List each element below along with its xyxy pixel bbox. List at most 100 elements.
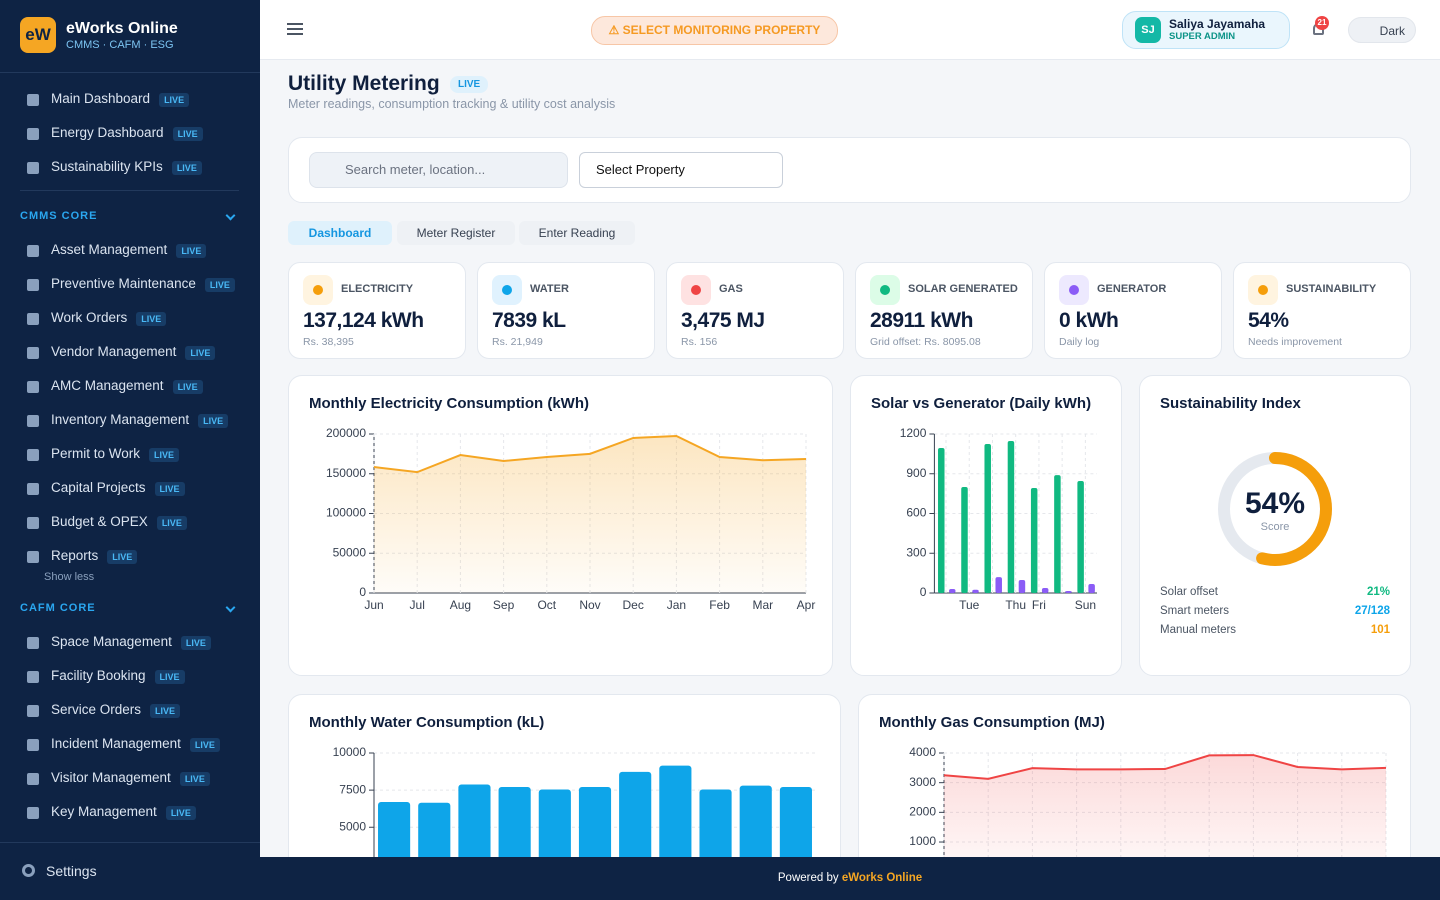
bar — [659, 765, 692, 857]
live-badge: LIVE — [136, 312, 167, 326]
nav-link[interactable]: Work Orders LIVE — [51, 310, 167, 326]
nav-link[interactable]: Reports LIVE — [51, 548, 138, 564]
x-tick-label: Jul — [410, 598, 425, 612]
nav-link[interactable]: Facility Booking LIVE — [51, 668, 185, 684]
page-title: Utility Metering — [288, 72, 440, 95]
nav-icon — [27, 773, 39, 785]
banner-text: SELECT MONITORING PROPERTY — [622, 23, 821, 37]
stat-label: WATER — [530, 283, 569, 295]
nav-icon — [27, 381, 39, 393]
nav-icon — [27, 449, 39, 461]
nav-icon — [27, 279, 39, 291]
nav-link[interactable]: Preventive Maintenance LIVE — [51, 276, 235, 292]
nav-icon — [27, 551, 39, 563]
settings-link[interactable]: Settings — [46, 863, 97, 879]
y-tick-label: 4000 — [909, 745, 936, 759]
nav-link[interactable]: Sustainability KPIs LIVE — [51, 159, 202, 175]
nav-link[interactable]: Main Dashboard LIVE — [51, 91, 190, 107]
stat-glyph — [502, 285, 512, 295]
nav-link[interactable]: Permit to Work LIVE — [51, 446, 180, 462]
nav-icon — [27, 739, 39, 751]
stat-value: 28911 kWh — [870, 309, 973, 332]
search-input[interactable]: Search meter, location... — [309, 152, 568, 188]
y-tick-label: 1000 — [909, 834, 936, 848]
section-title[interactable]: CAFM CORE — [20, 602, 96, 614]
x-tick-label: Mar — [752, 598, 773, 612]
bar — [1054, 475, 1061, 593]
nav-link[interactable]: Energy Dashboard LIVE — [51, 125, 203, 141]
nav-link[interactable]: Budget & OPEX LIVE — [51, 514, 187, 530]
bar — [1088, 583, 1095, 593]
nav-link[interactable]: Vendor Management LIVE — [51, 344, 216, 360]
property-select[interactable]: Select Property — [579, 152, 783, 188]
stat-card: WATER 7839 kL Rs. 21,949 — [477, 262, 655, 359]
y-tick-label: 900 — [906, 466, 926, 480]
bar — [1018, 580, 1026, 593]
stat-label: ELECTRICITY — [341, 283, 414, 295]
y-tick-label: 2000 — [909, 805, 936, 819]
stat-label: Solar offset — [1160, 586, 1219, 598]
stat-icon — [681, 275, 711, 305]
logo: eW — [20, 17, 56, 53]
nav-icon — [27, 807, 39, 819]
nav-link[interactable]: Capital Projects LIVE — [51, 480, 185, 496]
nav-link[interactable]: AMC Management LIVE — [51, 378, 203, 394]
nav-icon — [27, 517, 39, 529]
bar — [995, 577, 1002, 593]
bar — [498, 787, 531, 857]
nav-link[interactable]: Key Management LIVE — [51, 804, 196, 820]
donut-arc — [1218, 452, 1332, 566]
x-tick-label: Feb — [709, 598, 730, 612]
area — [374, 435, 806, 593]
nav-link[interactable]: Asset Management LIVE — [51, 242, 207, 258]
line — [373, 434, 807, 474]
x-tick-label: Sun — [1075, 598, 1096, 612]
nav-link[interactable]: Space Management LIVE — [51, 634, 211, 650]
live-badge: LIVE — [171, 161, 202, 175]
theme-label: Dark — [1379, 24, 1405, 38]
tab[interactable]: Enter Reading — [519, 221, 635, 245]
live-badge: LIVE — [189, 738, 220, 752]
live-badge: LIVE — [165, 806, 196, 820]
stat-card: GENERATOR 0 kWh Daily log — [1044, 262, 1222, 359]
user-menu[interactable]: SJ Saliya Jayamaha SUPER ADMIN — [1122, 11, 1290, 49]
stat-label: Smart meters — [1160, 605, 1229, 617]
settings-icon — [22, 864, 35, 877]
brand-name: eWorks Online — [66, 20, 178, 37]
x-tick-label: Aug — [450, 598, 471, 612]
nav-link[interactable]: Service Orders LIVE — [51, 702, 181, 718]
section-title[interactable]: CMMS CORE — [20, 210, 98, 222]
tab[interactable]: Dashboard — [288, 221, 392, 245]
y-tick-label: 200000 — [326, 426, 366, 440]
bar — [1077, 481, 1084, 593]
nav-link[interactable]: Visitor Management LIVE — [51, 770, 210, 786]
bar — [1065, 591, 1072, 593]
stat-value: 27/128 — [1355, 605, 1391, 617]
nav-link[interactable]: Incident Management LIVE — [51, 736, 220, 752]
bar — [949, 589, 956, 593]
menu-button[interactable] — [287, 23, 303, 35]
live-badge: LIVE — [180, 636, 211, 650]
show-less[interactable]: Show less — [44, 571, 95, 583]
page-badge: LIVE — [450, 76, 489, 93]
footer-prefix: Powered by — [777, 872, 839, 884]
x-tick-label: Jun — [364, 598, 383, 612]
donut-value: 54% — [1245, 487, 1305, 520]
tab[interactable]: Meter Register — [397, 221, 515, 245]
stat-card: SUSTAINABILITY 54% Needs improvement — [1233, 262, 1411, 359]
search-placeholder: Search meter, location... — [345, 162, 486, 177]
x-tick-label: Fri — [1032, 598, 1046, 612]
stat-glyph — [1258, 285, 1268, 295]
y-tick-label: 7500 — [339, 782, 366, 796]
nav-link[interactable]: Inventory Management LIVE — [51, 412, 229, 428]
bar — [779, 787, 812, 857]
theme-toggle[interactable]: Dark — [1348, 17, 1416, 43]
chart-title: Monthly Electricity Consumption (kWh) — [309, 395, 589, 412]
x-tick-label: Apr — [797, 598, 816, 612]
property-banner[interactable]: ⚠ SELECT MONITORING PROPERTY — [591, 16, 838, 45]
nav-icon — [27, 637, 39, 649]
bar — [538, 789, 571, 857]
line — [943, 754, 1387, 780]
